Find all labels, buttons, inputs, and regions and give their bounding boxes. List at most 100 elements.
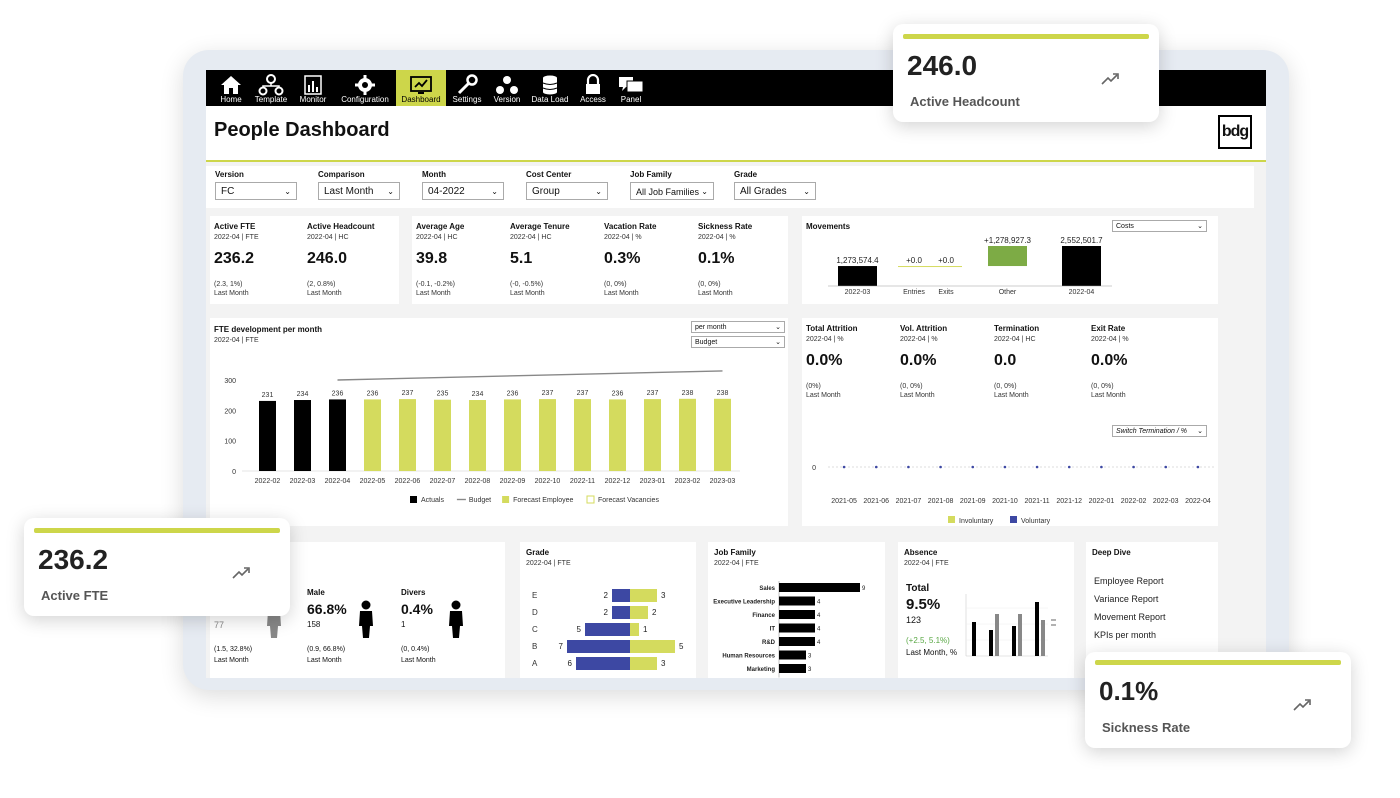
job-family-label: Executive Leadership bbox=[713, 600, 775, 606]
grade-bar-right bbox=[630, 623, 639, 636]
employee-report-link[interactable]: Employee Report bbox=[1094, 576, 1164, 586]
kpi-sickness-rate: Sickness Rate 2022-04 | % 0.1% (0, 0%) Last… bbox=[698, 222, 753, 297]
y-tick-label: 300 bbox=[224, 378, 236, 385]
x-tick-label: 2022-04 bbox=[325, 478, 351, 485]
kpi-active-fte: Active FTE 2022-04 | FTE 236.2 (2.3, 1%) La… bbox=[214, 222, 259, 297]
x-tick-label: 2022-03 bbox=[1153, 498, 1179, 505]
male-comparison: Last Month bbox=[307, 657, 342, 664]
y-tick-label: 0 bbox=[812, 465, 816, 472]
nav-settings[interactable]: Settings bbox=[449, 70, 485, 106]
grade-right-value: 5 bbox=[679, 642, 684, 651]
nav-template[interactable]: Template bbox=[251, 70, 291, 106]
job-family-label: Human Resources bbox=[722, 654, 775, 660]
floating-fte-label: Active FTE bbox=[41, 588, 109, 603]
cost-center-select[interactable]: Group ⌄ bbox=[526, 182, 608, 200]
nav-configuration[interactable]: Configuration bbox=[336, 70, 394, 106]
legend-label: Forecast Vacancies bbox=[598, 497, 659, 504]
grade-bar-right bbox=[630, 657, 657, 670]
fte-bar-label: 231 bbox=[262, 392, 274, 399]
legend-label: Budget bbox=[469, 497, 491, 504]
job-family-bar bbox=[779, 664, 806, 673]
movement-report-link[interactable]: Movement Report bbox=[1094, 612, 1166, 622]
month-select[interactable]: 04-2022 ⌄ bbox=[422, 182, 504, 200]
filter-month: Month 04-2022 ⌄ bbox=[422, 170, 504, 200]
nav-monitor[interactable]: Monitor bbox=[295, 70, 331, 106]
legend-swatch-voluntary bbox=[1010, 516, 1017, 523]
grade-title: Grade bbox=[526, 548, 550, 557]
job-family-bar bbox=[779, 583, 860, 592]
floating-sickness-value: 0.1% bbox=[1099, 676, 1159, 706]
grade-select[interactable]: All Grades ⌄ bbox=[734, 182, 816, 200]
x-tick-label: 2023-01 bbox=[640, 478, 666, 485]
legend-swatch-involuntary bbox=[948, 516, 955, 523]
comparison-select[interactable]: Last Month ⌄ bbox=[318, 182, 400, 200]
fte-period-select[interactable]: per month ⌄ bbox=[691, 321, 785, 333]
waterfall-category-label: Entries bbox=[903, 289, 925, 296]
x-tick-label: 2021-07 bbox=[896, 498, 922, 505]
nav-dashboard[interactable]: Dashboard bbox=[396, 70, 446, 106]
trend-up-icon bbox=[1293, 699, 1311, 711]
monitor-icon bbox=[304, 75, 322, 95]
legend-label: Actuals bbox=[421, 497, 444, 504]
fte-bar bbox=[259, 400, 276, 471]
job-family-label: Marketing bbox=[747, 667, 776, 673]
grade-left-value: 2 bbox=[604, 608, 609, 617]
nav-panel[interactable]: Panel bbox=[613, 70, 649, 106]
job-family-bar bbox=[779, 610, 815, 619]
attrition-card: Total Attrition 2022-04 | % 0.0% (0%) Last … bbox=[802, 318, 1218, 526]
kpis-per-month-link[interactable]: KPIs per month bbox=[1094, 630, 1157, 640]
fte-bar bbox=[434, 399, 451, 471]
fte-comparison-select[interactable]: Budget ⌄ bbox=[691, 336, 785, 348]
version-select[interactable]: FC ⌄ bbox=[215, 182, 297, 200]
job-family-value: 4 bbox=[817, 613, 821, 619]
absence-delta: (+2.5, 5.1%) bbox=[906, 636, 950, 645]
x-tick-label: 2021-05 bbox=[831, 498, 857, 505]
chevron-down-icon: ⌄ bbox=[775, 339, 781, 346]
attrition-point bbox=[1132, 465, 1135, 469]
attrition-point bbox=[1003, 465, 1007, 469]
waterfall-category-label: Other bbox=[999, 289, 1017, 296]
fte-bar bbox=[644, 399, 661, 471]
absence-card: Absence 2022-04 | FTE Total 9.5% 123 (+2… bbox=[898, 542, 1074, 678]
grade-bar-right bbox=[630, 640, 675, 653]
x-tick-label: 2022-02 bbox=[255, 478, 281, 485]
trend-up-icon bbox=[232, 567, 250, 579]
attrition-point bbox=[1035, 465, 1039, 469]
nav-version[interactable]: Version bbox=[489, 70, 525, 106]
home-icon bbox=[221, 76, 241, 94]
grade-bar-left bbox=[612, 606, 630, 619]
kpi-active-headcount: Active Headcount 2022-04 | HC 246.0 (2, 0.… bbox=[307, 222, 375, 297]
waterfall-value-label: 2,552,501.7 bbox=[1060, 236, 1103, 245]
floating-fte-value: 236.2 bbox=[38, 544, 109, 575]
chevron-down-icon: ⌄ bbox=[1197, 223, 1203, 230]
bdg-logo: bdg bbox=[1218, 115, 1252, 149]
nav-access[interactable]: Access bbox=[575, 70, 611, 106]
variance-report-link[interactable]: Variance Report bbox=[1094, 594, 1159, 604]
movements-select[interactable]: Costs ⌄ bbox=[1112, 220, 1207, 232]
job-family-label: IT bbox=[770, 627, 776, 633]
attrition-point bbox=[1067, 465, 1071, 469]
job-family-select[interactable]: All Job Families ⌄ bbox=[630, 182, 714, 200]
grade-label: C bbox=[532, 625, 538, 634]
nav-home[interactable]: Home bbox=[213, 70, 249, 106]
x-tick-label: 2022-03 bbox=[290, 478, 316, 485]
grade-bar-left bbox=[612, 589, 630, 602]
x-tick-label: 2021-08 bbox=[928, 498, 954, 505]
grade-right-value: 3 bbox=[661, 591, 666, 600]
chevron-down-icon: ⌄ bbox=[701, 187, 708, 196]
absence-comparison: Last Month, % bbox=[906, 648, 958, 657]
x-tick-label: 2021-12 bbox=[1056, 498, 1082, 505]
kpi-total-attrition: Total Attrition 2022-04 | % 0.0% (0%) Last … bbox=[806, 324, 858, 399]
fte-bar-label: 237 bbox=[647, 390, 659, 397]
fte-bar bbox=[469, 400, 486, 471]
attrition-point bbox=[1164, 465, 1168, 469]
termination-switch-select[interactable]: Switch Termination / % ⌄ bbox=[1112, 425, 1207, 437]
movements-title: Movements bbox=[806, 222, 851, 231]
fte-bar bbox=[609, 399, 626, 471]
movements-waterfall-chart: 1,273,574.4 2022-03 +0.0 Entries +0.0 Exits +1… bbox=[828, 236, 1112, 296]
floating-headcount-value: 246.0 bbox=[907, 50, 978, 81]
grade-subtitle: 2022-04 | FTE bbox=[526, 560, 571, 567]
nav-data-load[interactable]: Data Load bbox=[528, 70, 572, 106]
fte-bar-label: 237 bbox=[542, 390, 554, 397]
x-tick-label: 2022-02 bbox=[1121, 498, 1147, 505]
